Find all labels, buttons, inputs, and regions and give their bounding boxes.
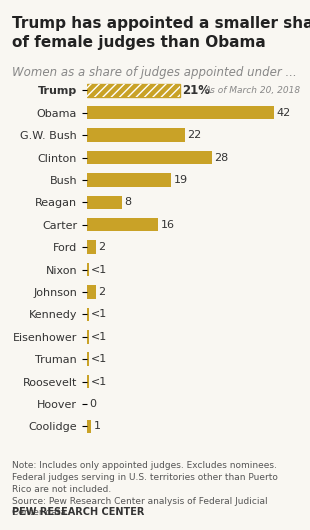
Bar	[87, 84, 180, 97]
Bar	[87, 106, 274, 119]
Text: 2: 2	[98, 242, 105, 252]
Bar	[87, 352, 89, 366]
Text: 1: 1	[94, 421, 100, 431]
Bar	[87, 308, 89, 321]
Text: 2: 2	[98, 287, 105, 297]
Text: 16: 16	[160, 220, 174, 230]
Bar	[87, 375, 89, 388]
Text: <1: <1	[91, 354, 108, 364]
Bar	[87, 263, 89, 276]
Bar	[87, 218, 158, 232]
Text: <1: <1	[91, 332, 108, 342]
Text: 22: 22	[187, 130, 201, 140]
Text: 42: 42	[276, 108, 290, 118]
Bar	[87, 196, 122, 209]
Bar	[87, 420, 91, 433]
Text: <1: <1	[91, 310, 108, 320]
Text: <1: <1	[91, 377, 108, 386]
Text: 28: 28	[214, 153, 228, 163]
Text: Note: Includes only appointed judges. Excludes nominees.
Federal judges serving : Note: Includes only appointed judges. Ex…	[12, 461, 278, 517]
Text: As of March 20, 2018: As of March 20, 2018	[205, 86, 301, 95]
Bar	[87, 330, 89, 343]
Bar	[87, 241, 96, 254]
Text: <1: <1	[91, 264, 108, 275]
Text: Women as a share of judges appointed under ...: Women as a share of judges appointed und…	[12, 66, 297, 80]
Text: 0: 0	[89, 399, 96, 409]
Text: 21%: 21%	[183, 84, 210, 97]
Bar	[87, 84, 180, 97]
Bar	[87, 173, 171, 187]
Bar	[87, 128, 185, 142]
Text: Trump has appointed a smaller share
of female judges than Obama: Trump has appointed a smaller share of f…	[12, 16, 310, 49]
Text: 8: 8	[125, 197, 132, 207]
Bar	[87, 285, 96, 299]
Bar	[87, 151, 211, 164]
Text: 19: 19	[174, 175, 188, 185]
Text: PEW RESEARCH CENTER: PEW RESEARCH CENTER	[12, 507, 145, 517]
